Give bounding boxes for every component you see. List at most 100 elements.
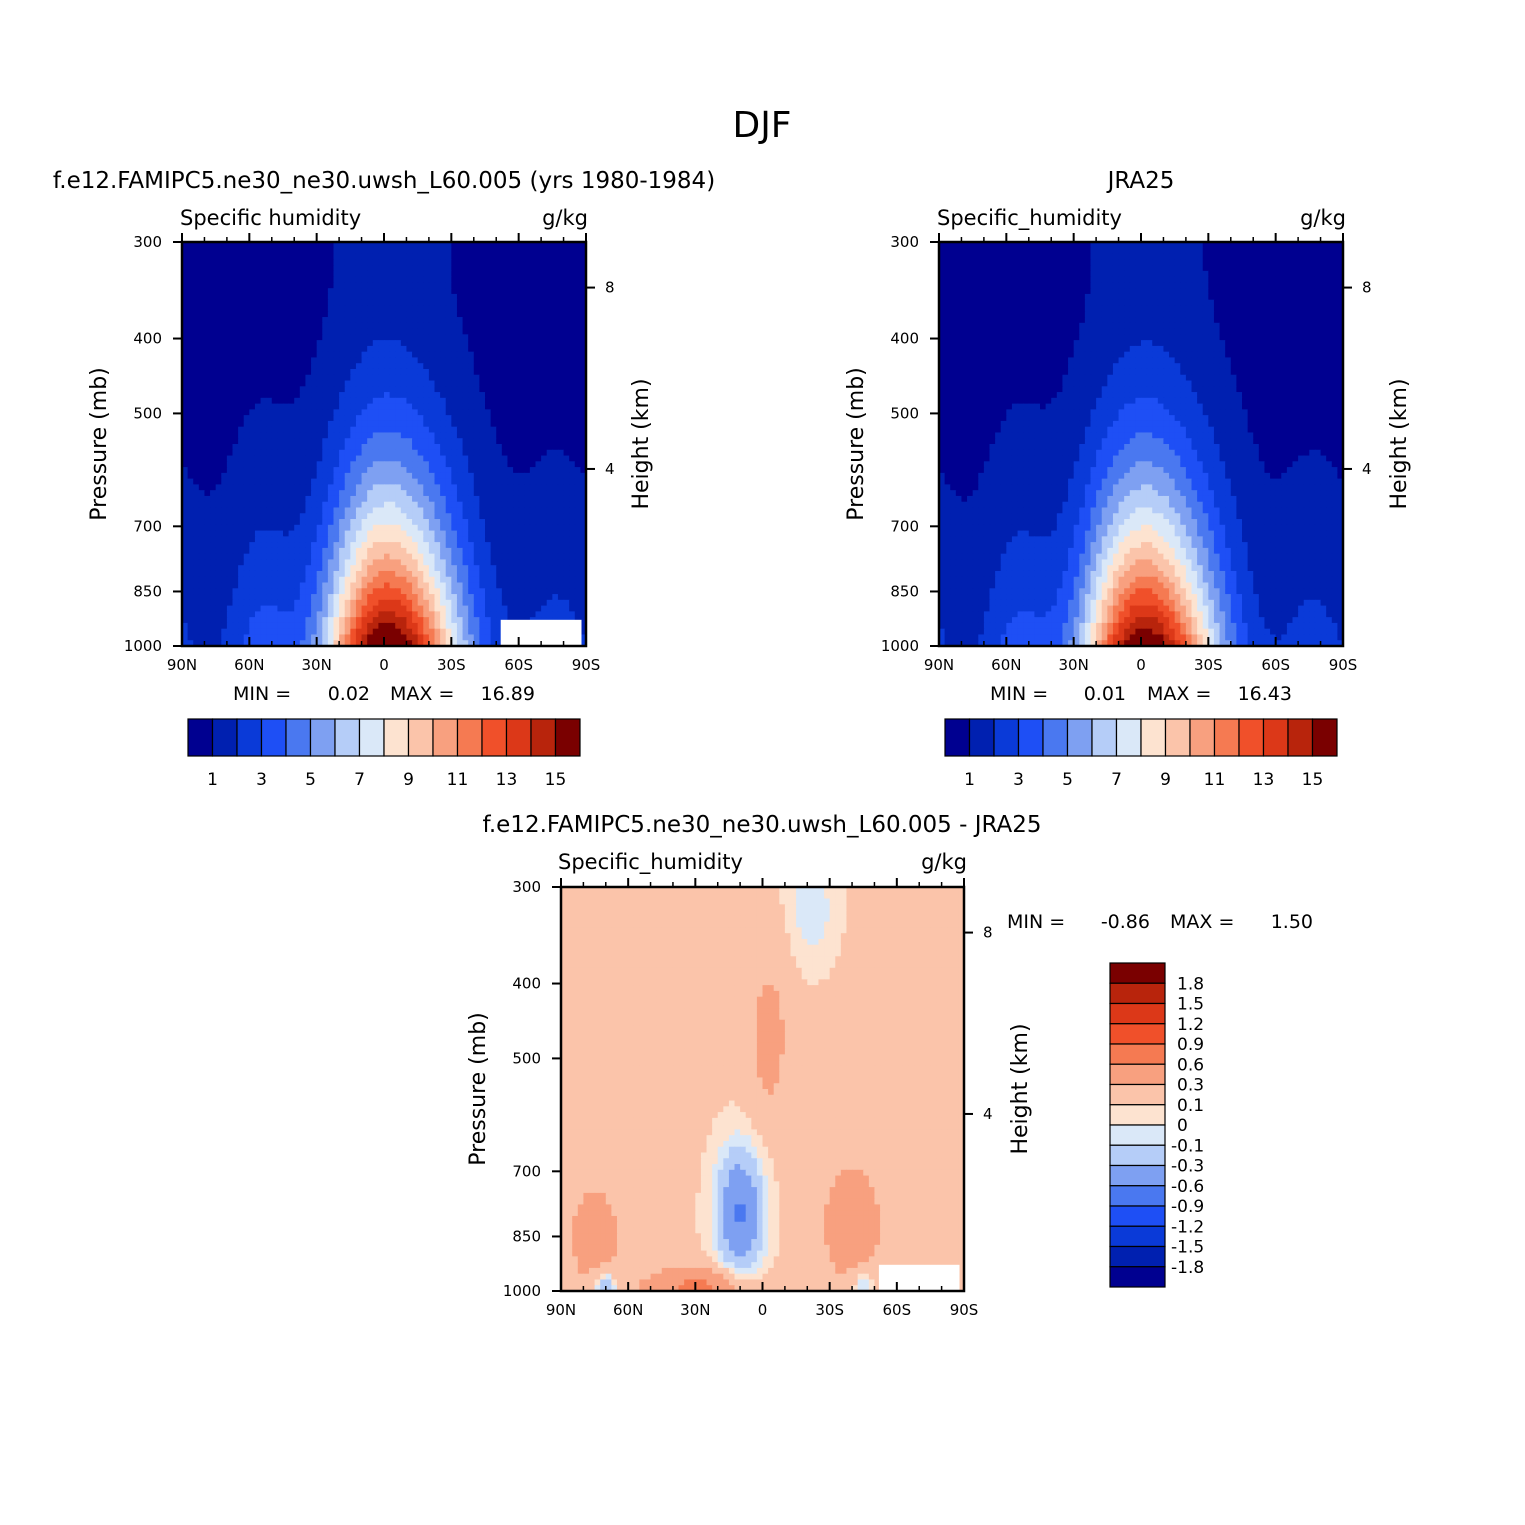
- field-cell: [569, 328, 576, 335]
- field-cell: [299, 588, 307, 595]
- field-cell: [456, 328, 464, 335]
- field-cell: [456, 317, 464, 324]
- field-cell: [333, 536, 340, 543]
- field-cell: [524, 403, 531, 410]
- field-cell: [221, 247, 228, 255]
- field-cell: [535, 270, 542, 278]
- field-cell: [299, 582, 307, 589]
- field-cell: [569, 409, 576, 416]
- field-cell: [462, 594, 469, 601]
- field-cell: [518, 397, 525, 405]
- field-cell: [451, 634, 458, 641]
- field-cell: [395, 472, 402, 480]
- field-cell: [316, 368, 323, 376]
- field-cell: [378, 576, 385, 584]
- field-cell: [277, 622, 284, 630]
- field-cell: [260, 634, 267, 641]
- field-cell: [468, 582, 475, 589]
- field-cell: [395, 311, 402, 318]
- field-cell: [389, 363, 396, 370]
- field-cell: [546, 322, 553, 330]
- field-cell: [288, 553, 295, 561]
- field-cell: [417, 565, 424, 572]
- field-cell: [193, 340, 200, 347]
- field-cell: [221, 299, 228, 307]
- field-cell: [215, 640, 222, 647]
- field-cell: [266, 553, 273, 561]
- field-cell: [479, 340, 486, 347]
- field-cell: [266, 374, 273, 382]
- field-cell: [372, 288, 379, 295]
- field-cell: [271, 392, 278, 399]
- field-cell: [423, 444, 430, 451]
- field-cell: [473, 461, 480, 468]
- field-cell: [445, 444, 452, 451]
- field-cell: [384, 282, 391, 289]
- field-cell: [507, 605, 514, 612]
- field-cell: [468, 513, 475, 520]
- field-cell: [305, 582, 312, 589]
- field-cell: [395, 622, 402, 630]
- field-cell: [226, 438, 234, 445]
- field-cell: [557, 513, 565, 520]
- field-cell: [344, 438, 351, 445]
- field-cell: [210, 640, 217, 647]
- field-cell: [327, 501, 335, 509]
- field-cell: [378, 438, 385, 445]
- field-cell: [294, 242, 301, 249]
- field-cell: [215, 345, 222, 353]
- field-cell: [299, 565, 307, 572]
- field-cell: [322, 628, 329, 636]
- field-cell: [322, 363, 329, 370]
- field-cell: [507, 420, 514, 428]
- field-cell: [580, 490, 587, 497]
- field-cell: [232, 628, 239, 636]
- field-cell: [322, 449, 329, 457]
- field-cell: [496, 467, 503, 474]
- field-cell: [400, 368, 408, 376]
- field-cell: [372, 259, 379, 266]
- field-cell: [221, 357, 228, 364]
- field-cell: [339, 392, 346, 399]
- field-cell: [423, 351, 430, 359]
- field-cell: [350, 444, 357, 451]
- field-cell: [518, 553, 525, 561]
- field-cell: [485, 415, 492, 422]
- field-cell: [557, 265, 565, 272]
- field-cell: [468, 570, 475, 578]
- field-cell: [226, 253, 234, 260]
- field-cell: [400, 328, 408, 335]
- field-cell: [316, 426, 323, 434]
- field-cell: [350, 570, 357, 578]
- field-cell: [210, 311, 217, 318]
- field-cell: [400, 472, 408, 480]
- field-cell: [557, 490, 565, 497]
- field-cell: [243, 282, 250, 289]
- field-cell: [417, 242, 424, 249]
- field-cell: [496, 374, 503, 382]
- field-cell: [198, 247, 206, 255]
- field-cell: [187, 455, 194, 462]
- field-cell: [299, 507, 307, 514]
- field-cell: [305, 363, 312, 370]
- field-cell: [496, 617, 503, 624]
- field-cell: [210, 276, 217, 283]
- field-cell: [198, 530, 206, 537]
- field-cell: [344, 276, 351, 283]
- field-cell: [193, 478, 200, 485]
- field-cell: [552, 311, 559, 318]
- field-cell: [395, 484, 402, 491]
- field-cell: [546, 472, 553, 480]
- field-cell: [311, 363, 318, 370]
- field-cell: [541, 380, 548, 387]
- field-cell: [535, 317, 542, 324]
- field-cell: [367, 449, 374, 457]
- field-cell: [456, 622, 464, 630]
- field-cell: [316, 415, 323, 422]
- field-cell: [473, 253, 480, 260]
- field-cell: [344, 259, 351, 266]
- field-cell: [182, 340, 189, 347]
- field-cell: [350, 553, 357, 561]
- field-cell: [563, 570, 570, 578]
- field-cell: [221, 530, 228, 537]
